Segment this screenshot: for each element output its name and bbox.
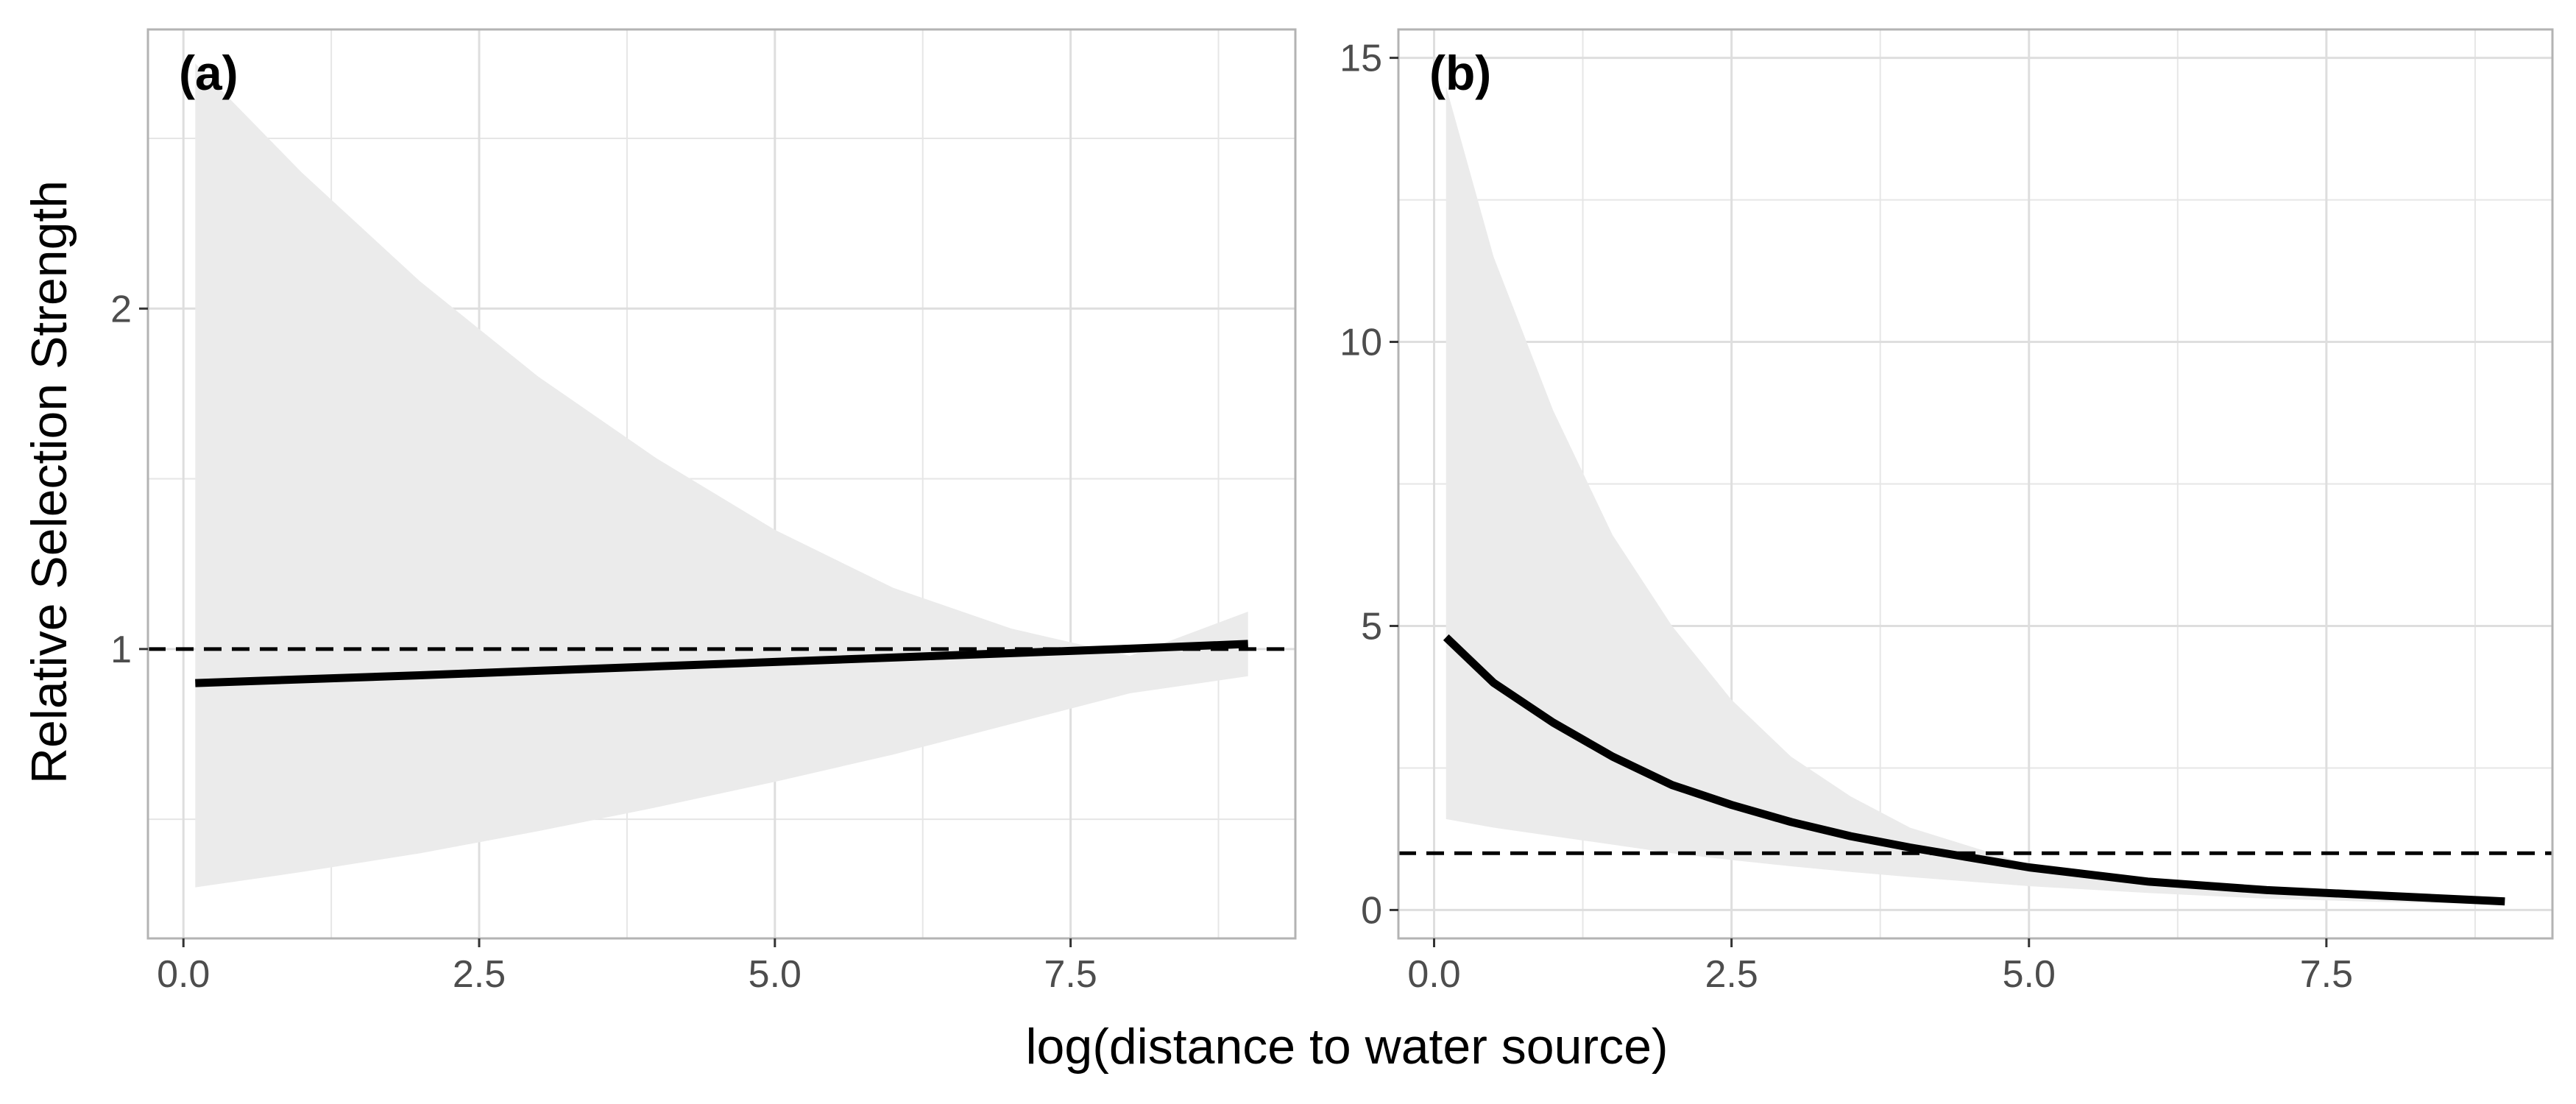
y-tick-label: 10 — [1340, 322, 1382, 364]
panel-b: 0.0 2.5 5.0 7.5 0 5 10 15 (b) — [1340, 28, 2554, 996]
y-tick-label: 0 — [1361, 889, 1382, 932]
x-tick-label: 0.0 — [1407, 953, 1460, 996]
x-tick-label: 5.0 — [749, 953, 802, 996]
panel-tag: (b) — [1429, 46, 1491, 100]
plot-content — [1398, 86, 2552, 906]
y-tick-label: 2 — [110, 288, 132, 330]
y-tick-label: 5 — [1361, 605, 1382, 648]
panel-tag: (a) — [179, 46, 238, 100]
x-tick-label: 0.0 — [157, 953, 210, 996]
y-tick-label: 15 — [1340, 38, 1382, 80]
x-tick-label: 2.5 — [453, 953, 506, 996]
x-tick-label: 2.5 — [1705, 953, 1758, 996]
panel-border — [146, 28, 1297, 940]
y-tick-label: 1 — [110, 629, 132, 671]
x-tick-label: 7.5 — [1044, 953, 1097, 996]
x-axis-title: log(distance to water source) — [1025, 1019, 1668, 1075]
y-axis-title: Relative Selection Strength — [21, 180, 77, 784]
series-line — [195, 640, 1248, 687]
series-line — [1443, 634, 2505, 906]
x-tick-label: 5.0 — [2003, 953, 2056, 996]
panel-border — [1397, 28, 2554, 940]
confidence-ribbon — [1446, 86, 2505, 905]
confidence-ribbon — [195, 63, 1248, 888]
panel-a: 0.0 2.5 5.0 7.5 1 2 (a) — [110, 28, 1297, 996]
x-tick-label: 7.5 — [2300, 953, 2353, 996]
plot-content — [148, 63, 1295, 888]
